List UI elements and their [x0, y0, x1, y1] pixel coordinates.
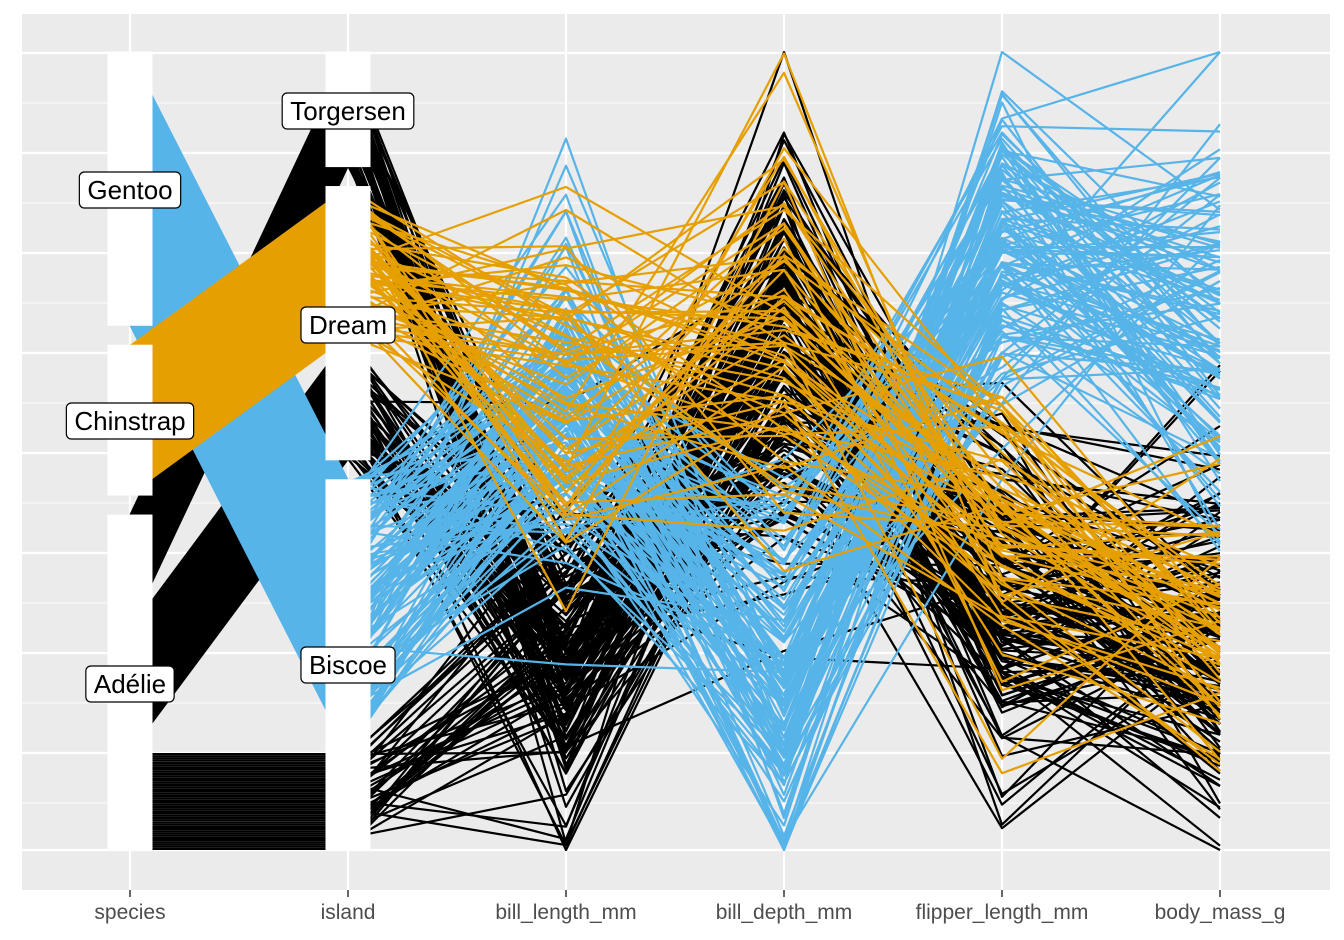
data-line-chinstrap [129, 272, 1221, 674]
data-line-chinstrap [129, 215, 1221, 632]
island-label-dream-text: Dream [309, 310, 387, 340]
data-line-chinstrap [129, 180, 1221, 716]
x-tick-label-species: species [94, 901, 165, 924]
x-tick-label-bill_depth_mm: bill_depth_mm [716, 901, 853, 924]
data-line-chinstrap [129, 332, 1221, 775]
species-label-adélie: Adélie [85, 665, 175, 703]
data-line-chinstrap [129, 208, 1221, 590]
data-line-chinstrap [129, 193, 1221, 660]
data-line-chinstrap [129, 186, 1221, 620]
data-line-chinstrap [129, 71, 1221, 606]
data-line-gentoo [129, 52, 1221, 658]
species-label-adélie-text: Adélie [94, 669, 166, 699]
species-label-chinstrap-frame [65, 402, 195, 440]
data-line-chinstrap [129, 180, 1221, 692]
species-label-adélie-frame [85, 665, 175, 703]
species-label-chinstrap-text: Chinstrap [74, 406, 185, 436]
data-line-chinstrap [129, 197, 1221, 537]
data-line-chinstrap [129, 155, 1221, 609]
level-labels: Adélie Chinstrap Gentoo Biscoe Dream Torgerse… [65, 92, 415, 703]
species-label-gentoo-frame [78, 171, 182, 209]
data-line-chinstrap [129, 237, 1221, 703]
x-tick-label-body_mass_g: body_mass_g [1155, 901, 1286, 924]
x-tick-label-bill_length_mm: bill_length_mm [495, 901, 636, 924]
species-label-gentoo: Gentoo [78, 171, 182, 209]
data-line-chinstrap [129, 52, 1221, 766]
data-line-chinstrap [129, 195, 1221, 561]
species-label-gentoo-text: Gentoo [87, 175, 172, 205]
island-label-torgersen-frame [281, 92, 415, 130]
data-line-chinstrap [129, 235, 1221, 629]
data-line-chinstrap [129, 259, 1221, 661]
data-line-chinstrap [129, 265, 1221, 612]
species-label-chinstrap: Chinstrap [65, 402, 195, 440]
data-line-chinstrap [129, 224, 1221, 658]
data-line-chinstrap [129, 254, 1221, 705]
data-line-chinstrap [129, 199, 1221, 665]
island-label-torgersen: Torgersen [281, 92, 415, 130]
x-tick-label-flipper_length_mm: flipper_length_mm [916, 901, 1089, 924]
data-line-chinstrap [129, 239, 1221, 708]
data-line-chinstrap [129, 230, 1221, 604]
data-line-chinstrap [129, 217, 1221, 597]
island-label-torgersen-text: Torgersen [290, 96, 406, 126]
island-label-dream-frame [300, 306, 396, 344]
data-line-chinstrap [129, 204, 1221, 527]
x-axis: species island bill_length_mm bill_depth_mm… [94, 890, 1285, 924]
data-lines [129, 50, 1221, 852]
data-line-chinstrap [129, 158, 1221, 537]
island-label-dream: Dream [300, 306, 396, 344]
island-label-biscoe-text: Biscoe [309, 650, 387, 680]
x-tick-label-island: island [321, 901, 376, 924]
island-label-biscoe: Biscoe [300, 646, 396, 684]
data-line-chinstrap [129, 228, 1221, 655]
data-line-chinstrap [129, 147, 1221, 587]
island-label-biscoe-frame [300, 646, 396, 684]
data-line-chinstrap [129, 208, 1221, 760]
